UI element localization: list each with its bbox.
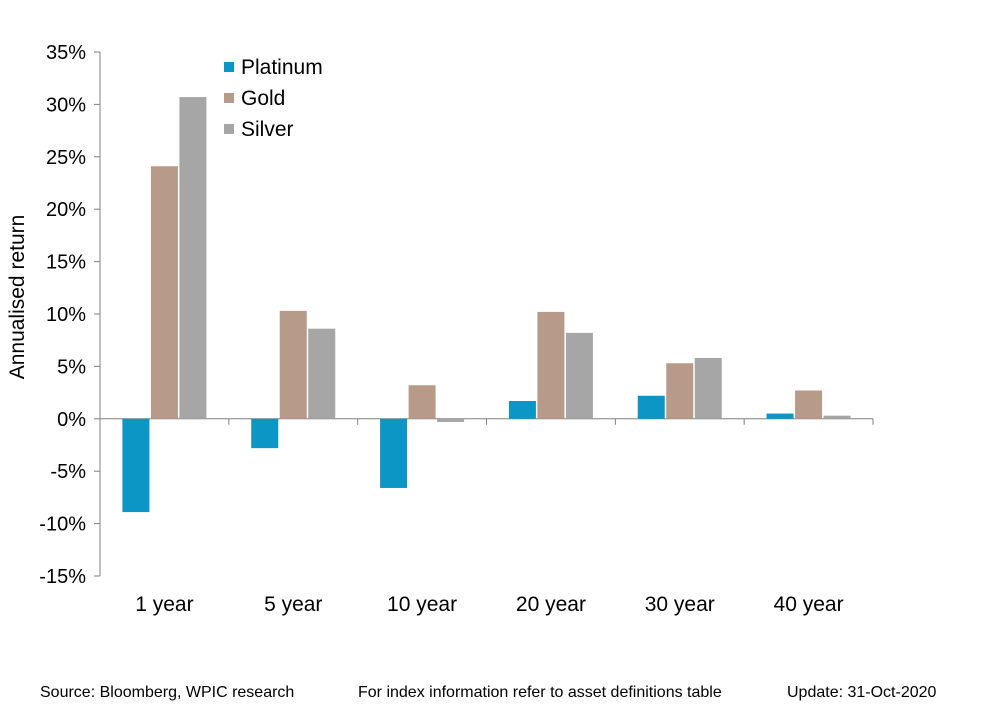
- y-tick-label: -5%: [50, 461, 86, 483]
- bar-platinum: [637, 395, 665, 419]
- legend-swatch-gold: [224, 93, 234, 103]
- y-tick-label: 0%: [57, 409, 86, 431]
- bar-silver: [308, 328, 336, 419]
- y-tick-label: 25%: [46, 147, 86, 169]
- bar-platinum: [766, 413, 794, 419]
- y-tick-label: 35%: [46, 42, 86, 64]
- bar-silver: [823, 415, 851, 419]
- y-tick-label: -15%: [39, 566, 86, 588]
- y-tick-label: -10%: [39, 514, 86, 536]
- y-tick-label: 20%: [46, 199, 86, 221]
- x-tick-label: 5 year: [264, 593, 322, 616]
- footer-source: Source: Bloomberg, WPIC research: [40, 684, 295, 701]
- x-axis: 1 year 5 year 10 year 20 year 30 year 40 year: [99, 418, 874, 616]
- legend-label-silver: Silver: [241, 118, 294, 141]
- bar-gold: [795, 390, 823, 419]
- bar-silver: [437, 418, 465, 422]
- y-tick-label: 10%: [46, 304, 86, 326]
- bar-silver: [565, 332, 593, 419]
- bar-gold: [537, 311, 565, 419]
- y-tick-label: 5%: [57, 356, 86, 378]
- x-tick-label: 30 year: [645, 593, 715, 616]
- bar-silver: [179, 97, 207, 419]
- footer-note: For index information refer to asset def…: [358, 684, 722, 701]
- bars: [122, 97, 851, 513]
- bar-gold: [666, 363, 694, 419]
- y-tick-label: 30%: [46, 94, 86, 116]
- bar-platinum: [122, 418, 150, 513]
- legend-label-gold: Gold: [241, 87, 285, 110]
- bar-gold: [150, 166, 178, 419]
- bar-silver: [694, 358, 722, 419]
- x-tick-label: 40 year: [774, 593, 844, 616]
- legend: Platinum Gold Silver: [224, 56, 323, 141]
- y-axis-title: Annualised return: [6, 215, 29, 380]
- y-tick-label: 15%: [46, 252, 86, 274]
- y-axis: 35% 30% 25% 20% 15% 10% 5% 0% -5% -10% -15%: [39, 42, 101, 588]
- legend-label-platinum: Platinum: [241, 56, 323, 79]
- x-tick-label: 20 year: [516, 593, 586, 616]
- x-tick-label: 1 year: [135, 593, 193, 616]
- bar-platinum: [251, 418, 279, 449]
- bar-gold: [408, 385, 436, 419]
- footer-update: Update: 31-Oct-2020: [787, 684, 937, 701]
- bar-platinum: [508, 400, 536, 419]
- legend-swatch-platinum: [224, 62, 234, 72]
- bar-gold: [279, 310, 307, 419]
- bar-platinum: [380, 418, 408, 488]
- legend-swatch-silver: [224, 124, 234, 134]
- x-tick-label: 10 year: [387, 593, 457, 616]
